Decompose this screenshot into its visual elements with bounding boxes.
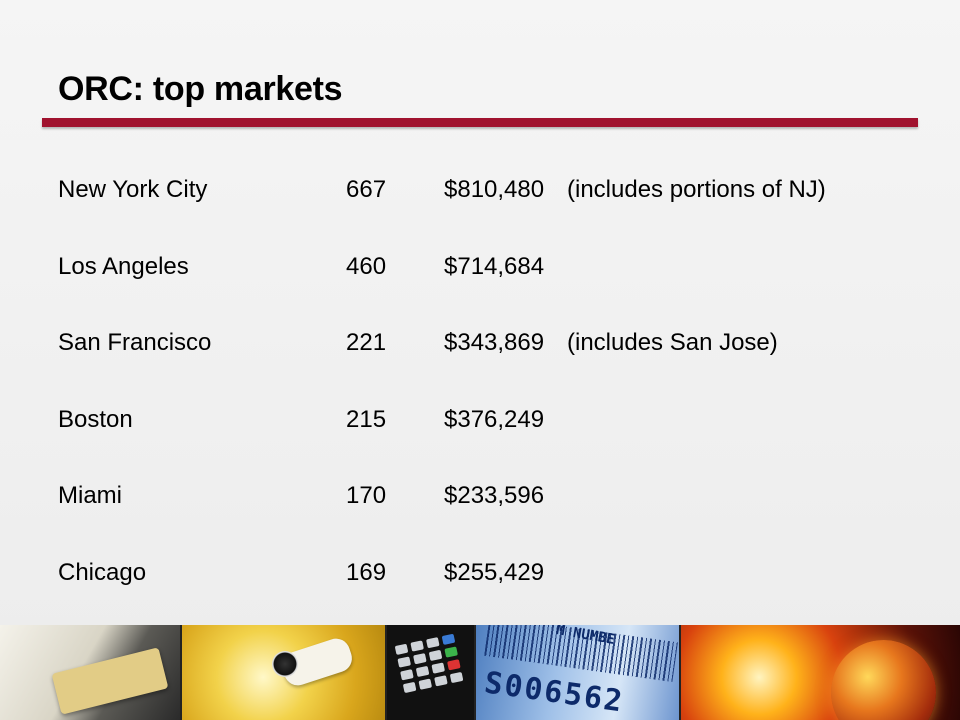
city-cell: Miami: [58, 482, 122, 509]
barcode-number-text: S006562: [482, 665, 627, 720]
count-cell: 169: [346, 558, 387, 586]
glowing-globe-image: [681, 625, 960, 720]
count-cell: 215: [346, 405, 387, 433]
city-cell: New York City: [58, 176, 208, 203]
barcode-label-image: M NUMBE S006562: [476, 625, 682, 720]
title-divider: [42, 118, 918, 127]
credit-card-terminal-image: [0, 625, 183, 720]
city-cell: Chicago: [58, 558, 147, 586]
amount-cell: $810,480: [444, 176, 545, 203]
keypad-keys: [394, 633, 467, 694]
security-camera-image: [182, 625, 387, 720]
credit-card-shape: [51, 647, 169, 715]
slide-title: ORC: top markets: [58, 70, 343, 108]
globe-shape: [831, 640, 937, 720]
keypad-image: [386, 625, 477, 720]
count-cell: 667: [346, 176, 387, 203]
city-cell: Boston: [58, 405, 133, 433]
count-cell: 460: [346, 252, 387, 280]
note-cell: (includes portions of NJ): [567, 176, 826, 203]
amount-cell: $343,869: [444, 329, 545, 356]
footer-image-strip: M NUMBE S006562: [0, 625, 960, 720]
city-cell: Los Angeles: [58, 252, 189, 280]
amount-cell: $233,596: [444, 482, 545, 509]
amount-cell: $714,684: [444, 252, 545, 280]
amount-cell: $255,429: [444, 558, 545, 586]
note-cell: (includes San Jose): [567, 329, 778, 356]
camera-lens-shape: [272, 651, 299, 677]
count-cell: 221: [346, 329, 387, 356]
amount-cell: $376,249: [444, 405, 545, 433]
city-cell: San Francisco: [58, 329, 212, 356]
count-cell: 170: [346, 482, 387, 509]
